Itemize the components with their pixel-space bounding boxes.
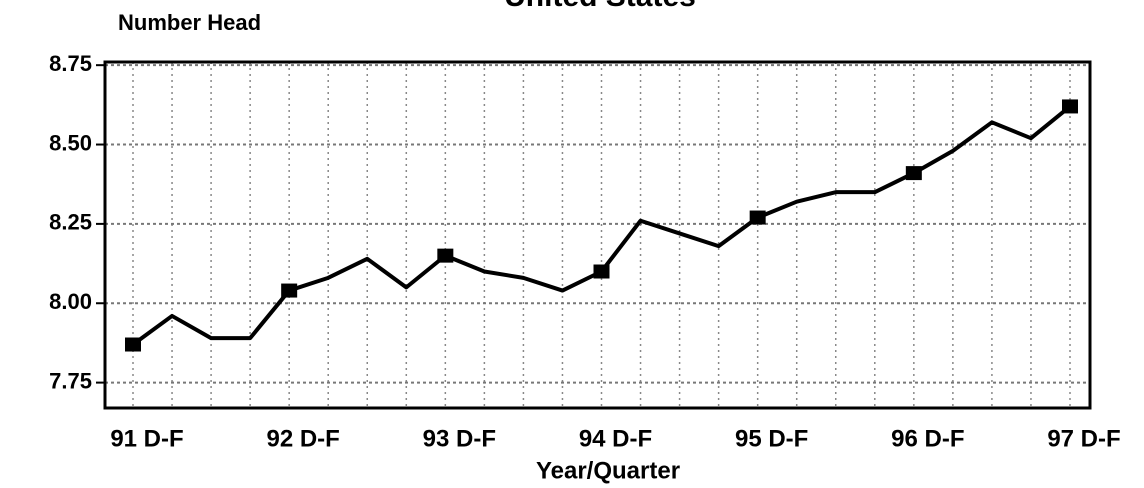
data-marker	[749, 210, 766, 225]
x-tick-label: 92 D-F	[266, 425, 339, 452]
x-tick-label: 93 D-F	[423, 425, 496, 452]
y-tick-label: 8.50	[49, 130, 92, 155]
plot-frame	[103, 60, 1092, 410]
data-marker	[125, 337, 141, 352]
y-tick-label: 8.25	[49, 210, 92, 235]
x-tick-label: 91 D-F	[110, 425, 183, 452]
data-marker	[593, 264, 610, 279]
y-tick-label: 7.75	[49, 368, 92, 393]
x-tick-label: 95 D-F	[735, 425, 808, 452]
chart-title: United States	[504, 0, 696, 13]
x-tick-label: 97 D-F	[1047, 425, 1120, 452]
data-marker	[905, 166, 922, 181]
y-tick-label: 8.00	[49, 289, 92, 314]
y-axis-label: Number Head	[118, 10, 261, 35]
x-tick-label: 94 D-F	[579, 425, 652, 452]
data-marker	[281, 283, 298, 298]
y-tick-label: 8.75	[49, 51, 92, 76]
x-axis-label: Year/Quarter	[536, 457, 680, 484]
data-marker	[437, 248, 454, 263]
x-tick-label: 96 D-F	[891, 425, 964, 452]
data-marker	[1062, 99, 1078, 114]
